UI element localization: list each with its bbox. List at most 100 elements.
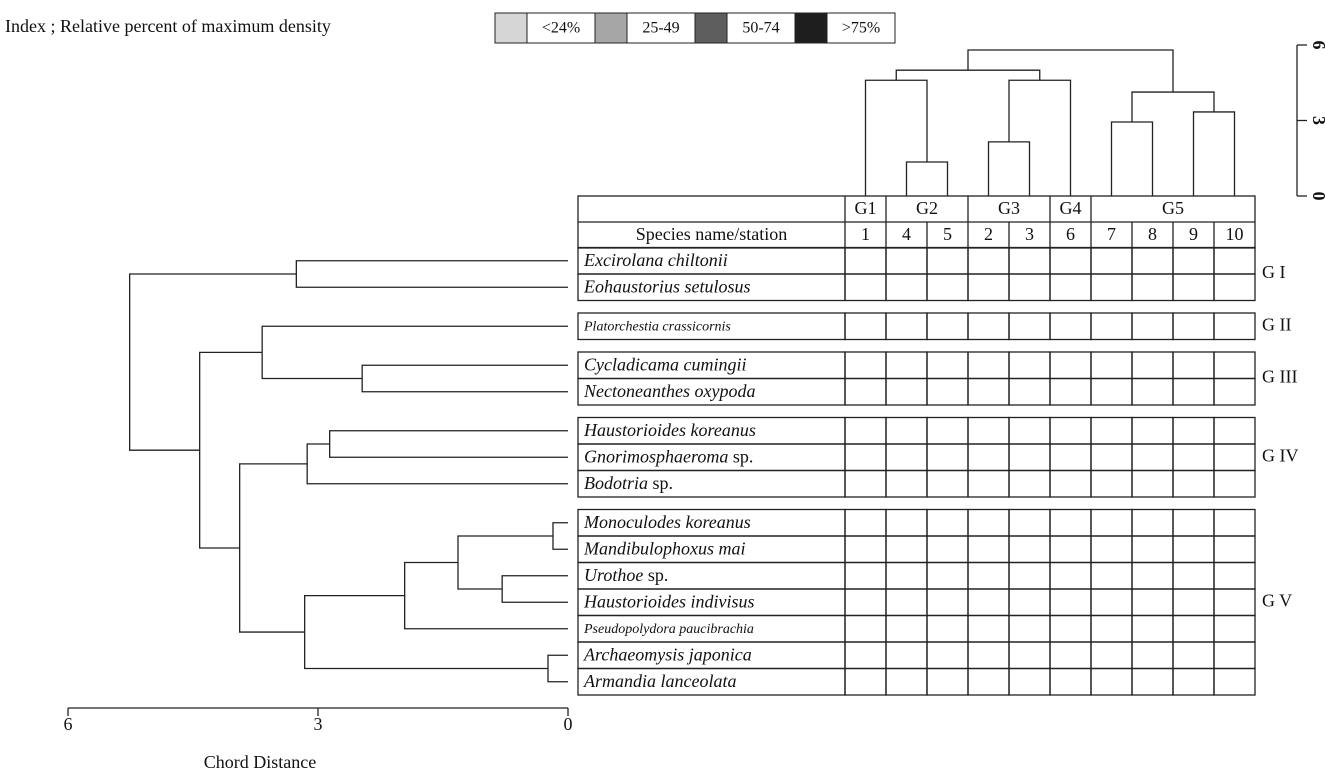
x-tick-label: 3 (314, 714, 323, 734)
legend-box (626, 12, 696, 44)
density-cell (1131, 312, 1174, 341)
density-cell (1008, 312, 1051, 341)
density-cell (1172, 508, 1215, 537)
density-cell (1131, 535, 1174, 564)
station-label: 1 (861, 224, 870, 244)
block-label: G I (1262, 262, 1286, 282)
density-cell (926, 246, 969, 275)
density-cell (1090, 469, 1133, 498)
density-cell (844, 667, 887, 696)
density-cell (844, 312, 887, 341)
density-cell (1131, 469, 1174, 498)
density-cell (1090, 535, 1133, 564)
density-cell (885, 667, 928, 696)
density-cell (885, 416, 928, 445)
species-italic: Haustorioides koreanus (583, 420, 756, 440)
species-qualifier: sp. (733, 446, 754, 466)
species-italic: Urothoe (584, 565, 643, 585)
density-cell (1213, 312, 1256, 341)
density-cell (1131, 641, 1174, 670)
density-cell (926, 561, 969, 590)
species-italic: Armandia lanceolata (583, 671, 736, 691)
column-dendrogram-link (987, 141, 1031, 196)
station-label: 3 (1025, 224, 1034, 244)
density-cell (967, 469, 1010, 498)
density-cell (885, 588, 928, 617)
station-label: 10 (1226, 224, 1244, 244)
density-cell (885, 508, 928, 537)
density-cell (1049, 508, 1092, 537)
density-cell (926, 443, 969, 472)
group-label: G5 (1162, 198, 1184, 218)
density-cell (1090, 416, 1133, 445)
density-cell (967, 377, 1010, 406)
column-dendrogram-link (1008, 79, 1072, 196)
density-cell (844, 443, 887, 472)
density-cell (1172, 535, 1215, 564)
species-name: Platorchestia crassicornis (583, 319, 731, 334)
species-name: Monoculodes koreanus (583, 512, 751, 532)
density-cell (967, 273, 1010, 302)
density-cell (1090, 614, 1133, 643)
density-cell (1090, 561, 1133, 590)
species-italic: Cycladicama cumingii (584, 354, 746, 374)
legend-box (526, 12, 596, 44)
row-dendrogram-link (261, 325, 568, 380)
row-dendrogram-link (129, 273, 297, 451)
legend-swatch (594, 12, 628, 44)
row-dendrogram-link (304, 594, 548, 670)
legend-label: >75% (842, 20, 880, 37)
group-label: G2 (916, 198, 938, 218)
density-cell (1049, 469, 1092, 498)
density-cell (926, 469, 969, 498)
row-dendrogram-link (457, 535, 553, 590)
density-cell (1049, 312, 1092, 341)
density-cell (885, 273, 928, 302)
density-cell (1008, 469, 1051, 498)
row-dendrogram-link (239, 463, 308, 633)
species-name: Gnorimosphaeroma sp. (584, 446, 753, 466)
species-italic: Platorchestia crassicornis (583, 319, 731, 334)
density-cell (1172, 416, 1215, 445)
density-cell (885, 641, 928, 670)
density-cell (885, 351, 928, 380)
density-cell (885, 312, 928, 341)
group-label: G3 (998, 198, 1020, 218)
density-cell (1172, 246, 1215, 275)
legend-label: 25-49 (642, 20, 679, 37)
density-cell (1213, 641, 1256, 670)
density-cell (1090, 641, 1133, 670)
legend-swatch (794, 12, 828, 44)
species-name: Eohaustorius setulosus (583, 276, 751, 296)
density-cell (1008, 667, 1051, 696)
density-cell (1008, 377, 1051, 406)
density-cell (1213, 667, 1256, 696)
density-cell (1213, 351, 1256, 380)
legend-swatch (494, 12, 528, 44)
species-name: Haustorioides indivisus (583, 591, 755, 611)
density-cell (1131, 416, 1174, 445)
block-label: G V (1262, 590, 1292, 610)
density-cell (1049, 614, 1092, 643)
row-dendrogram-link (306, 443, 568, 485)
density-cell (967, 561, 1010, 590)
legend-title: Index ; Relative percent of maximum dens… (5, 16, 331, 36)
row-dendrogram-link (404, 561, 568, 630)
density-cell (1008, 416, 1051, 445)
density-cell (844, 273, 887, 302)
density-cell (926, 588, 969, 617)
density-cell (885, 469, 928, 498)
column-dendrogram-link (1131, 91, 1215, 123)
density-cell (967, 535, 1010, 564)
block-label: G II (1262, 314, 1292, 334)
row-dendrogram-link (547, 654, 568, 683)
station-label: 6 (1066, 224, 1075, 244)
density-cell (1131, 614, 1174, 643)
density-cell (1213, 561, 1256, 590)
species-name: Armandia lanceolata (583, 671, 736, 691)
legend-box (826, 12, 896, 44)
density-cell (1049, 667, 1092, 696)
density-cell (1008, 561, 1051, 590)
station-label: 8 (1148, 224, 1157, 244)
